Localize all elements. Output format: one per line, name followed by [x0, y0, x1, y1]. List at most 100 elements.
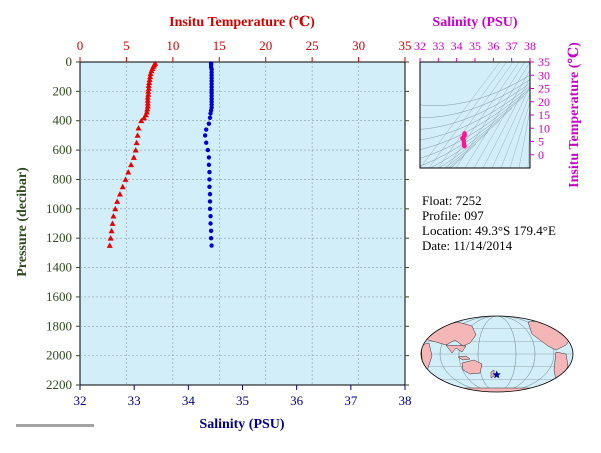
salinity-tick-label: 32 [74, 393, 87, 408]
salinity-point [208, 235, 214, 241]
salinity-point [207, 206, 213, 212]
location: Location: 49.3°S 179.4°E [422, 223, 556, 238]
ts-temperature-tick-label: 35 [538, 55, 550, 69]
density-contour [473, 69, 530, 168]
density-contour [518, 109, 530, 168]
ts-salinity-tick-label: 32 [414, 39, 426, 53]
salinity-point [209, 243, 214, 248]
profile-plot: 0 5 10 15 20 25 30 35 32 33 34 35 36 37 38 0 200 400 600… [15, 15, 412, 432]
temperature-point [135, 125, 142, 131]
pressure-tick-label: 1400 [46, 260, 72, 275]
landmass-australia [461, 359, 483, 375]
salinity-tick-label: 34 [182, 393, 196, 408]
temperature-tick-label: 5 [123, 38, 130, 53]
ts-salinity-axis-label: Salinity (PSU) [432, 15, 518, 30]
salinity-point [205, 147, 211, 153]
ts-salinity-tick-labels: 32 33 34 35 36 37 38 [414, 39, 536, 53]
temperature-tick-label: 15 [213, 38, 226, 53]
salinity-point [208, 221, 213, 226]
temperature-point [133, 139, 140, 146]
ts-series [460, 131, 467, 149]
temperature-point [110, 213, 117, 219]
salinity-point [207, 115, 213, 120]
temperature-point [138, 117, 145, 124]
salinity-point [208, 213, 213, 219]
map-graticule [458, 316, 536, 392]
temperature-point [146, 79, 153, 85]
density-contour [446, 62, 520, 168]
salinity-point [206, 155, 212, 160]
pressure-tick-label: 2000 [46, 348, 72, 363]
temperature-point [147, 73, 154, 80]
pressure-tick-label: 2200 [46, 377, 72, 392]
temperature-point [134, 132, 141, 138]
temperature-point [122, 176, 129, 182]
ts-temperature-axis-label: Insitu Temperature (℃) [567, 42, 582, 188]
salinity-point [207, 169, 212, 175]
ts-salinity-tick-label: 36 [487, 39, 499, 53]
density-contour [420, 85, 530, 141]
profile-ticks [76, 57, 409, 390]
density-contour [420, 74, 530, 106]
landmass-indonesia [457, 355, 471, 361]
map-graticule [477, 316, 517, 392]
temperature-point [109, 220, 116, 226]
density-contour [455, 62, 526, 168]
temperature-point [144, 97, 151, 103]
pressure-tick-label: 800 [53, 171, 73, 186]
salinity-tick-label: 36 [290, 393, 304, 408]
density-contour [420, 87, 530, 150]
pressure-tick-label: 1000 [46, 201, 72, 216]
temperature-point [141, 114, 148, 121]
salinity-axis-label: Salinity (PSU) [199, 417, 285, 432]
temperature-point [106, 242, 113, 248]
density-contour [429, 107, 513, 168]
world-map [420, 315, 574, 393]
temperature-point [144, 100, 151, 106]
temperature-point [125, 169, 132, 175]
pressure-tick-label: 1600 [46, 289, 72, 304]
density-contour [420, 82, 530, 130]
density-contour [420, 89, 530, 159]
temperature-point [119, 183, 126, 190]
temperature-point [144, 103, 151, 109]
ts-salinity-tick-label: 37 [506, 39, 518, 53]
temperature-point [116, 191, 123, 197]
density-contour [420, 95, 525, 167]
temperature-tick-label: 35 [399, 38, 412, 53]
float-id: Float: 7252 [422, 193, 482, 208]
footer-smudge [16, 424, 94, 427]
salinity-tick-label: 35 [236, 393, 249, 408]
salinity-point [206, 162, 212, 167]
landmass-new-zealand [490, 369, 495, 379]
density-contour [420, 79, 530, 118]
ts-salinity-tick-label: 34 [451, 39, 463, 53]
temperature-tick-label: 10 [166, 38, 179, 53]
float-info: Float: 7252 Profile: 097 Location: 49.3°… [422, 193, 556, 253]
salinity-point [207, 191, 213, 197]
temperature-point [145, 91, 152, 97]
ts-temperature-tick-label: 5 [538, 135, 544, 149]
salinity-point [207, 184, 212, 189]
ts-temperature-tick-label: 10 [538, 121, 550, 135]
temperature-point [145, 85, 152, 91]
temperature-point [130, 154, 137, 160]
density-contour [437, 62, 514, 168]
salinity-point [207, 199, 213, 204]
density-contour [491, 85, 530, 168]
date: Date: 11/14/2014 [422, 238, 513, 253]
ts-temperature-tick-label: 30 [538, 68, 550, 82]
salinity-point [206, 121, 212, 126]
salinity-tick-label: 37 [344, 393, 358, 408]
salinity-tick-labels: 32 33 34 35 36 37 38 [74, 393, 412, 408]
temperature-point [112, 205, 119, 212]
temperature-tick-label: 0 [77, 38, 84, 53]
pressure-tick-labels: 0 200 400 600 800 1000 1200 1400 1600 1800 2000 220… [46, 54, 72, 392]
map-outline [420, 315, 574, 393]
pressure-axis-label: Pressure (decibar) [15, 167, 30, 277]
density-contour [529, 126, 530, 128]
temperature-tick-label: 30 [352, 38, 365, 53]
